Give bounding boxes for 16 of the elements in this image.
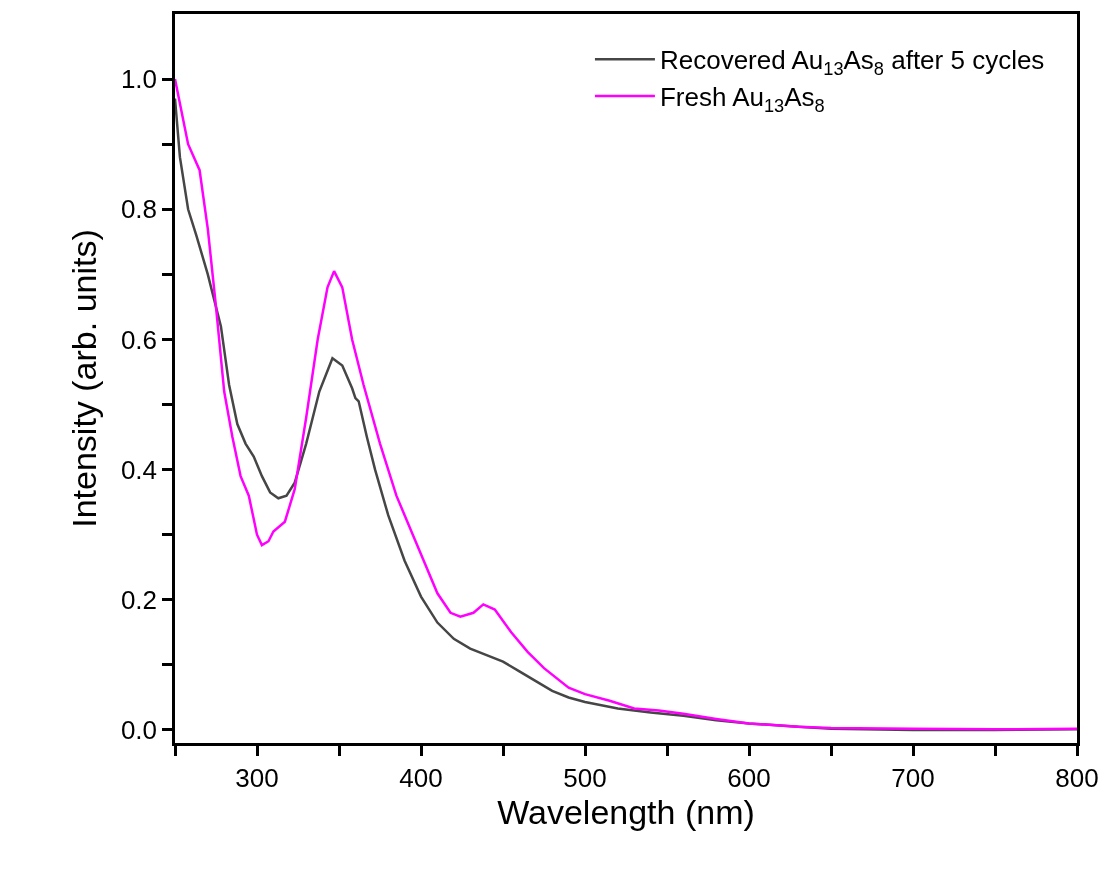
y-tick-label: 0.4	[120, 454, 158, 485]
x-tick-label: 700	[891, 762, 935, 793]
legend-label: Fresh Au$_{13}$As$_{8}$	[659, 82, 825, 116]
x-tick-label: 300	[235, 762, 279, 793]
x-axis-title: Wavelength (nm)	[497, 792, 755, 831]
text: 0.0	[120, 715, 158, 746]
legend-label: Recovered Au$_{13}$As$_{8}$ after 5 cycles	[659, 45, 1045, 79]
y-tick-label: 0.6	[120, 324, 158, 355]
y-axis-title: Intensity (arb. units)	[65, 229, 104, 528]
x-tick-label: 500	[563, 762, 607, 793]
y-tick-label: 0.8	[120, 194, 158, 225]
x-tick-label: 400	[399, 762, 443, 793]
text: 1.0	[120, 64, 158, 95]
x-tick-label: 600	[727, 762, 771, 793]
y-tick-label: 0.2	[120, 584, 158, 615]
x-tick-label: 800	[1055, 762, 1099, 793]
